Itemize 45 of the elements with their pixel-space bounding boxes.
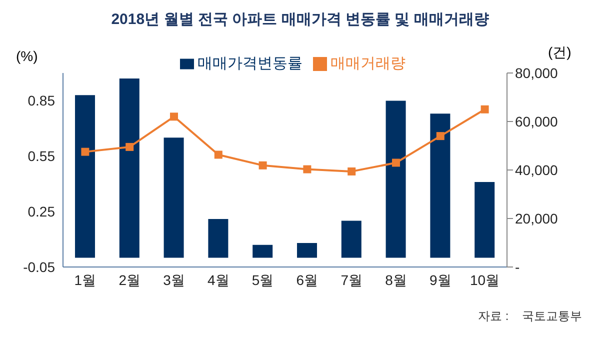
x-tick-label: 1월	[74, 272, 96, 288]
point	[392, 158, 400, 167]
x-tick-label: 6월	[296, 272, 318, 288]
bar	[208, 218, 228, 258]
point	[170, 112, 178, 121]
point	[258, 161, 267, 170]
y-tick-label: 0.85	[28, 92, 56, 109]
legend-label: 매매거래량	[330, 55, 406, 72]
x-tick-label: 10월	[470, 272, 500, 288]
y-tick-label: 0.55	[28, 148, 56, 164]
point	[126, 142, 134, 151]
bar	[386, 100, 406, 258]
text: 자료 : 국토교통부	[478, 308, 582, 325]
point	[348, 167, 356, 176]
point	[214, 150, 222, 159]
bar	[252, 244, 273, 258]
y-axis-title: (%)	[16, 48, 38, 64]
x-tick-label: 2월	[118, 272, 140, 288]
legend-label: 매매가격변동률	[198, 55, 302, 72]
y2-tick-label: 20,000	[515, 210, 558, 226]
point	[81, 148, 90, 156]
y2-tick-label: 40,000	[515, 162, 558, 178]
x-tick-label: 4월	[208, 272, 230, 288]
bar	[119, 78, 140, 258]
bar	[75, 95, 95, 258]
y2-tick-label: 80,000	[515, 64, 558, 81]
y2-axis-title: (건)	[548, 44, 572, 62]
bar	[341, 220, 362, 258]
x-tick-label: 7월	[340, 272, 362, 288]
point	[436, 132, 444, 140]
bar	[474, 182, 495, 258]
x-tick-label: 5월	[252, 272, 274, 288]
bar	[297, 242, 317, 258]
point	[480, 105, 489, 114]
bar	[430, 114, 450, 258]
chart-title: 2018년 월별 전국 아파트 매매가격 변동률 및 매매거래량	[110, 10, 490, 30]
point	[303, 165, 312, 174]
y2-tick-label: -	[515, 258, 520, 275]
y-tick-label: 0.25	[28, 204, 56, 220]
x-tick-label: 3월	[163, 272, 185, 288]
y2-tick-label: 60,000	[515, 113, 558, 130]
x-tick-label: 9월	[430, 272, 452, 288]
x-tick-label: 8월	[385, 272, 407, 288]
bar	[164, 138, 184, 258]
y-tick-label: -0.05	[23, 258, 56, 275]
